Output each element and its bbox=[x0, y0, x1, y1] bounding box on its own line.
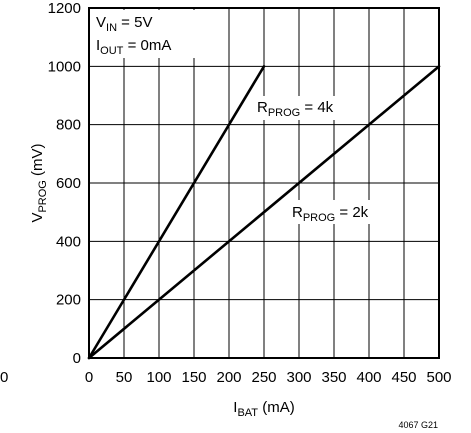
y-tick-label-2: 400 bbox=[56, 233, 81, 250]
x-tick-label-9: 450 bbox=[391, 369, 416, 386]
series-lines bbox=[87, 65, 441, 360]
x-tick-label-2: 100 bbox=[146, 369, 171, 386]
x-tick-labels: 0 50 100 150 200 250 300 350 400 450 500 bbox=[85, 369, 452, 386]
x-tick-label-4: 200 bbox=[216, 369, 241, 386]
series-label-bg-2k bbox=[290, 200, 386, 224]
conditions-box-bg bbox=[91, 10, 197, 58]
grid bbox=[88, 7, 440, 359]
x-tick-label-1: 50 bbox=[116, 369, 133, 386]
x-tick-label-6: 300 bbox=[286, 369, 311, 386]
y-tick-labels: 0 200 400 600 800 1000 1200 bbox=[48, 0, 81, 367]
x-tick-label-5: 250 bbox=[251, 369, 276, 386]
series-label-rprog-2k: RPROG = 2k bbox=[292, 204, 369, 224]
series-line-0 bbox=[87, 65, 266, 360]
series-label-rprog-4k: RPROG = 4k bbox=[257, 99, 334, 119]
x-tick-label-10: 500 bbox=[426, 369, 451, 386]
x-tick-label-3: 150 bbox=[181, 369, 206, 386]
condition-iout: IOUT = 0mA bbox=[96, 37, 171, 57]
y-tick-label-1: 200 bbox=[56, 292, 81, 309]
plot-frame bbox=[88, 7, 440, 359]
y-tick-label-0: 0 bbox=[73, 350, 81, 367]
x-tick-label-7: 350 bbox=[321, 369, 346, 386]
y-tick-label-6: 1200 bbox=[48, 0, 81, 17]
x-tick-label-8: 400 bbox=[356, 369, 381, 386]
figure-number: 4067 G21 bbox=[398, 420, 438, 430]
y-axis-label: VPROG (mV) bbox=[29, 143, 49, 222]
series-line-1 bbox=[87, 65, 441, 360]
x-tick-label-0: 0 bbox=[85, 369, 93, 386]
series-label-bg-4k bbox=[255, 96, 347, 120]
corner-note: 0 bbox=[0, 369, 8, 386]
y-tick-label-4: 800 bbox=[56, 117, 81, 134]
condition-vin: VIN = 5V bbox=[96, 14, 152, 34]
x-axis-label: IBAT (mA) bbox=[233, 399, 294, 419]
y-tick-label-5: 1000 bbox=[48, 58, 81, 75]
y-tick-label-3: 600 bbox=[56, 175, 81, 192]
